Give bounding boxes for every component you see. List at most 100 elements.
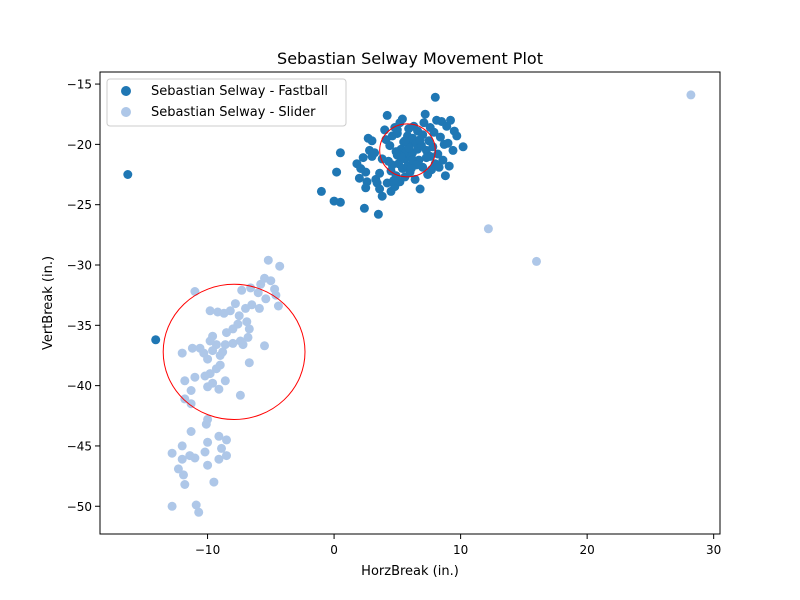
data-point: [440, 171, 450, 181]
data-point: [244, 358, 254, 368]
data-point: [213, 307, 223, 317]
data-point: [123, 170, 133, 179]
data-point: [361, 167, 371, 177]
data-point: [483, 224, 493, 234]
data-point: [358, 153, 368, 163]
data-point: [332, 167, 342, 177]
data-point: [167, 501, 177, 511]
data-point: [427, 165, 436, 175]
data-point: [273, 301, 283, 311]
data-point: [238, 340, 248, 350]
data-point: [275, 261, 285, 271]
data-point: [187, 343, 197, 353]
data-point: [214, 431, 224, 441]
x-tick-label: 30: [706, 543, 721, 557]
data-point: [177, 441, 187, 451]
data-point: [532, 256, 541, 266]
data-point: [228, 338, 238, 348]
data-point: [400, 136, 410, 146]
data-point: [208, 331, 218, 341]
data-point: [235, 390, 245, 400]
data-point: [177, 454, 187, 464]
data-point: [200, 447, 210, 457]
data-point: [385, 141, 395, 151]
data-point: [384, 156, 393, 166]
data-point: [397, 114, 407, 124]
data-point: [234, 311, 244, 321]
data-point: [367, 136, 377, 146]
data-point: [214, 384, 224, 394]
x-axis-ticks: −10 0 10 20 30: [195, 534, 721, 557]
data-point: [375, 184, 385, 194]
y-tick-label: −25: [67, 198, 92, 212]
data-point: [420, 109, 430, 119]
data-point: [190, 372, 200, 382]
legend-label-fastball: Sebastian Selway - Fastball: [151, 84, 328, 99]
data-point: [203, 382, 213, 392]
data-point: [410, 174, 420, 184]
series-fastball: [123, 92, 468, 345]
data-point: [263, 255, 273, 265]
data-point: [191, 500, 201, 510]
data-point: [230, 299, 240, 309]
data-point: [186, 386, 196, 395]
data-point: [220, 340, 230, 350]
data-point: [177, 348, 187, 358]
data-point: [237, 285, 247, 295]
data-point: [203, 437, 213, 447]
data-point: [444, 161, 454, 171]
data-point: [316, 186, 326, 196]
data-point: [205, 306, 215, 316]
data-point: [392, 125, 402, 135]
data-point: [370, 148, 380, 158]
data-point: [458, 142, 468, 152]
data-point: [434, 162, 444, 172]
data-point: [380, 125, 390, 135]
data-point: [242, 317, 252, 327]
y-tick-label: −50: [67, 500, 92, 514]
data-point: [222, 435, 231, 445]
y-axis-label: VertBreak (in.): [41, 256, 56, 350]
data-point: [421, 153, 431, 163]
data-point: [359, 203, 369, 213]
chart-title: Sebastian Selway Movement Plot: [277, 49, 543, 68]
data-point: [377, 191, 387, 201]
data-point: [180, 376, 190, 386]
data-point: [435, 132, 445, 142]
data-point: [201, 419, 211, 429]
data-point: [244, 324, 254, 334]
data-point: [254, 303, 264, 313]
data-point: [253, 288, 263, 298]
data-point: [173, 464, 183, 474]
data-point: [452, 131, 462, 141]
data-point: [190, 453, 200, 463]
y-tick-label: −45: [67, 439, 92, 453]
data-point: [200, 371, 210, 381]
data-point: [217, 443, 226, 453]
data-point: [430, 92, 440, 102]
plot-area: [123, 90, 696, 517]
data-point: [335, 197, 345, 207]
data-point: [186, 399, 196, 409]
data-point: [195, 343, 205, 353]
y-tick-label: −35: [67, 319, 92, 333]
legend-label-slider: Sebastian Selway - Slider: [151, 105, 316, 120]
data-point: [220, 376, 230, 386]
x-tick-label: −10: [195, 543, 220, 557]
x-axis-label: HorzBreak (in.): [361, 564, 459, 579]
data-point: [256, 279, 266, 289]
data-point: [215, 351, 225, 360]
data-point: [222, 451, 231, 461]
data-point: [243, 332, 253, 342]
legend-marker-slider: [121, 107, 131, 117]
data-point: [373, 209, 383, 219]
data-point: [335, 148, 345, 158]
y-tick-label: −30: [67, 259, 92, 273]
data-point: [203, 460, 213, 470]
data-point: [241, 303, 250, 313]
data-point: [361, 183, 371, 193]
data-point: [375, 168, 385, 178]
data-point: [389, 176, 399, 186]
data-point: [382, 110, 392, 120]
